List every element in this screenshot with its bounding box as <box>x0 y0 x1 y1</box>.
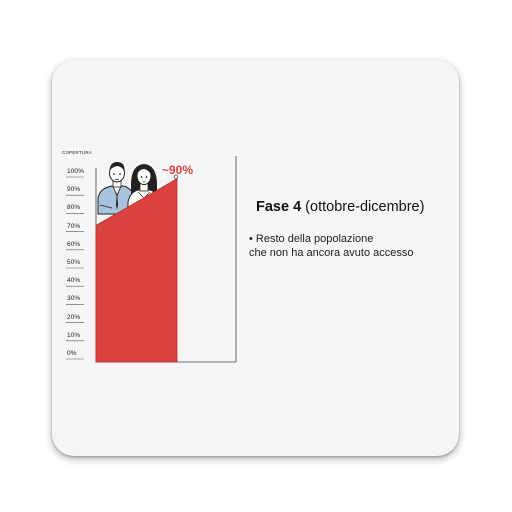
phase-title: Fase 4 (ottobre-dicembre) <box>256 199 424 215</box>
description-line-2: che non ha ancora avuto accesso <box>249 246 414 260</box>
coverage-target-label: ~90% <box>162 163 193 177</box>
phase-title-period: (ottobre-dicembre) <box>301 199 424 215</box>
y-tick-lines <box>66 177 84 359</box>
phase-title-bold: Fase 4 <box>256 199 301 215</box>
description-line-1: • Resto della popolazione <box>249 232 414 246</box>
phase-description: • Resto della popolazione che non ha anc… <box>249 232 414 260</box>
